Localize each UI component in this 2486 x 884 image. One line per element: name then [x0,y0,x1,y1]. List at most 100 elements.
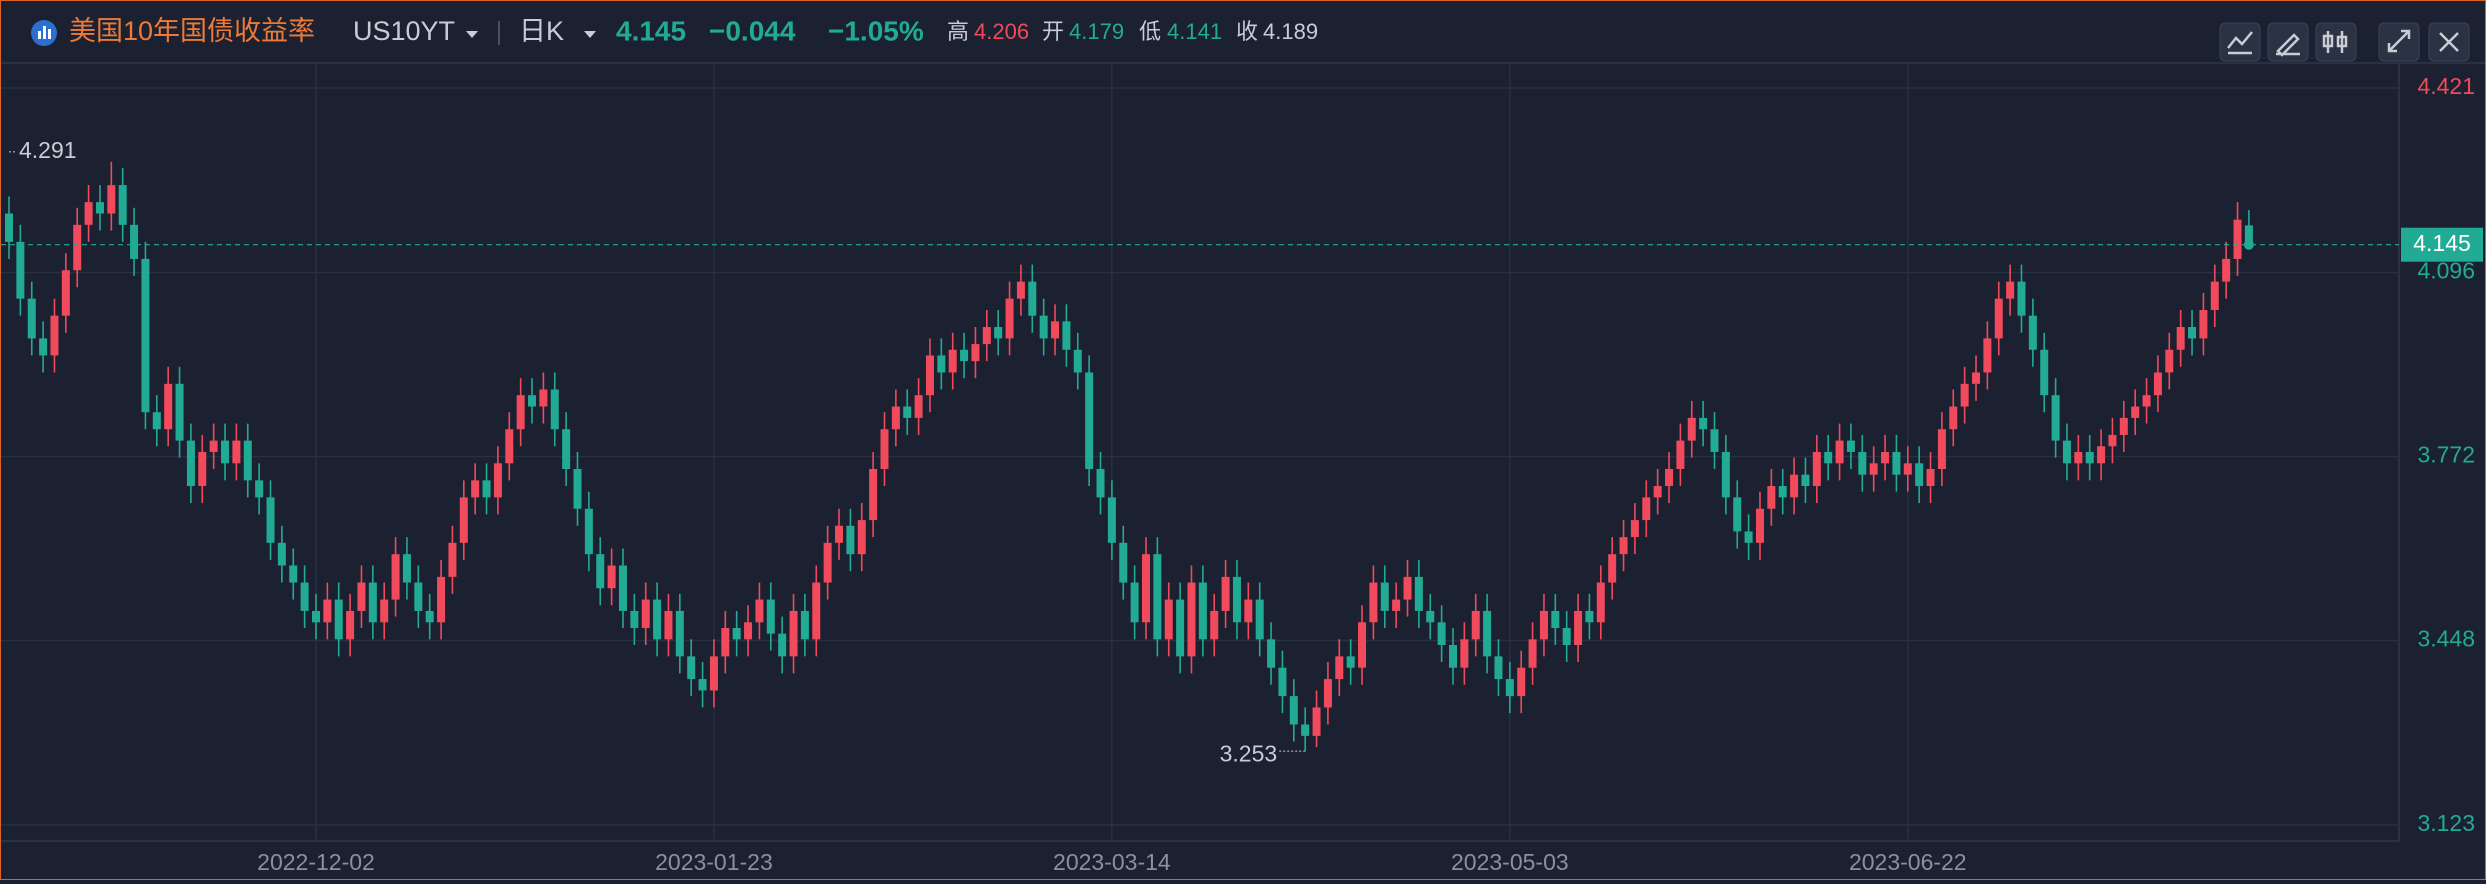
candle-body [2233,219,2242,259]
low-label: 低 [1139,19,1161,44]
candle-body [653,599,662,640]
candle-body [5,213,13,242]
last-price-dot [2243,239,2254,250]
candle-body [755,599,764,623]
candle-body [2074,451,2083,464]
chart-type-button[interactable] [2315,22,2357,62]
candle-body [1778,486,1787,498]
candle-body [84,202,93,225]
x-tick-label: 2023-03-14 [1053,849,1171,875]
candle-body [1812,451,1821,487]
candle-body [2062,440,2071,464]
candle-body [2119,417,2128,435]
candle-body [1687,417,1696,441]
candle-body [1562,627,1571,646]
candle-body [960,349,969,362]
candle-body [880,429,889,469]
candle-body [2176,327,2185,350]
candle-body [1835,440,1844,464]
candle-body [1494,656,1503,680]
candle-body [1949,406,1958,430]
candle-body [471,480,480,498]
candle-body [937,355,946,373]
candle-body [1596,582,1605,623]
candle-body [982,327,991,345]
candle-body [550,389,559,430]
candle-body [778,633,787,657]
candle-body [1312,707,1321,736]
candle-body [1539,610,1548,640]
candle-body [39,338,48,356]
candle-body [789,610,798,657]
period[interactable]: 日K [519,16,564,46]
candle-body [1358,622,1367,668]
candle-body [1039,315,1048,339]
candle-body [1210,610,1219,640]
min-label: 3.253 [1220,740,1278,766]
candle-body [1619,537,1628,555]
candle-body [243,440,252,481]
candle-body [1153,554,1162,640]
candle-body [1574,610,1583,646]
candle-body [744,622,753,640]
candle-body [95,202,104,214]
candle-body [607,565,616,589]
close-label: 收 [1236,19,1258,44]
candle-body [255,480,264,498]
candle-body [368,582,377,623]
candle-body [1414,576,1423,611]
candle-body [1630,520,1639,538]
candle-body [1267,639,1276,668]
candle-body [357,582,366,611]
x-tick-label: 2023-06-22 [1849,849,1967,875]
candle-body [1881,451,1890,464]
y-tick-label: 3.448 [2417,626,2475,652]
candle-body [891,406,900,430]
y-tick-label: 3.772 [2417,442,2475,468]
candle-body [1653,486,1662,498]
candle-body [539,389,548,407]
candle-body [300,582,309,611]
candle-body [380,599,389,623]
candle-body [107,185,116,214]
candle-body [289,565,298,583]
candle-body [1380,582,1389,611]
candle-body [1676,440,1685,469]
candle-body [1721,451,1730,498]
candle-body [1221,576,1230,611]
candle-body [1483,610,1492,657]
candle-body [2017,281,2026,316]
candle-body [2108,434,2117,447]
candle-body [562,429,571,469]
candle-body [1255,599,1264,640]
candle-body [277,542,286,566]
candle-body [2188,327,2197,339]
candle-body [1892,451,1901,475]
candle-body [152,412,161,430]
instrument-title: 美国10年国债收益率 [69,16,315,46]
candle-body [835,525,844,543]
candle-body [1505,679,1514,697]
candle-body [1471,610,1480,640]
symbol[interactable]: US10YT [353,16,455,46]
last-price-box [2401,227,2483,262]
candle-body [1346,656,1355,668]
y-tick-label: 3.123 [2417,810,2475,836]
candle-body [584,508,593,555]
candle-body [493,463,502,498]
candle-body [1858,451,1867,475]
low-value: 4.141 [1167,19,1222,44]
candle-body [1710,429,1719,452]
candle-body [2142,395,2151,407]
candle-body [1403,576,1412,600]
candle-body [2051,395,2060,441]
candle-body [1278,667,1287,697]
last-price: 4.145 [616,15,686,46]
candle-body [1301,724,1310,736]
candle-body [118,185,127,225]
candle-body [2131,406,2140,418]
candle-body [1051,321,1060,339]
candle-body [391,554,400,600]
candle-body [641,599,650,628]
